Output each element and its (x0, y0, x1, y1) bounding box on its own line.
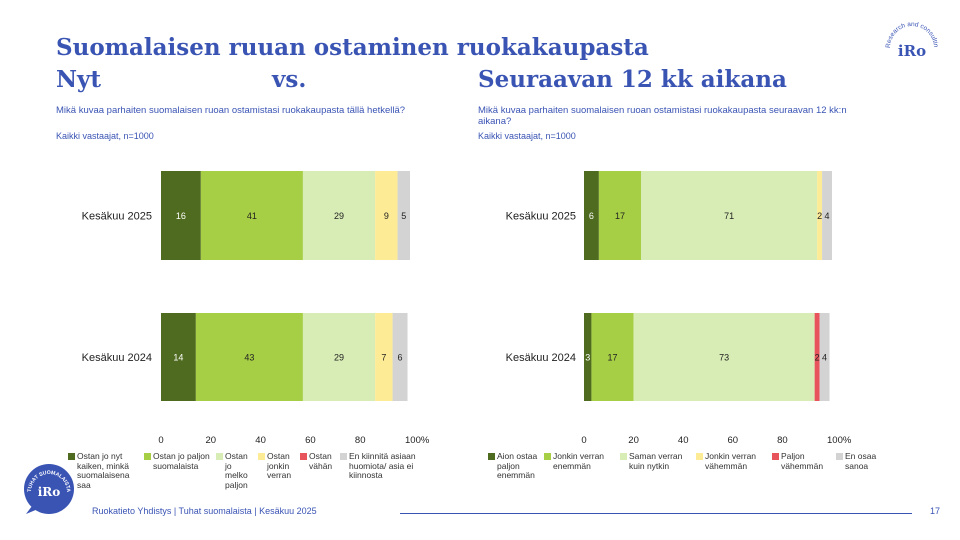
data-label: 4 (822, 353, 827, 363)
legend-swatch (300, 453, 307, 460)
right-chart-legend: Aion ostaa paljon enemmän Jonkin verran e… (488, 451, 908, 488)
bar-segment (302, 313, 376, 401)
legend-swatch (488, 453, 495, 460)
bar-segment (598, 171, 642, 260)
footer-source: Ruokatieto Yhdistys | Tuhat suomalaista … (92, 506, 317, 516)
data-label: 29 (334, 211, 344, 221)
bar-segment (302, 171, 376, 260)
tuhat-suomalaista-badge: TUHAT SUOMALAISTA iRo (24, 464, 74, 514)
bar-segment (584, 171, 599, 260)
data-label: 71 (724, 211, 734, 221)
title-now: Nyt (56, 66, 102, 93)
bar-segment (822, 171, 832, 260)
legend-swatch (68, 453, 75, 460)
legend-swatch (620, 453, 627, 460)
data-label: 2 (815, 353, 820, 363)
x-tick-label: 100% (405, 435, 430, 446)
left-chart-question: Mikä kuvaa parhaiten suomalaisen ruoan o… (56, 105, 406, 116)
bar-segment (633, 313, 815, 401)
iro-logo: Research and consulting iRo (880, 12, 939, 60)
left-chart-base: Kaikki vastaajat, n=1000 (56, 131, 154, 141)
page-number: 17 (930, 506, 941, 516)
badge-brand-text: iRo (38, 485, 61, 499)
data-label: 3 (585, 353, 590, 363)
x-tick-label: 40 (678, 435, 689, 446)
legend-label: Saman verran kuin nytkin (629, 451, 683, 471)
x-tick-label: 0 (158, 435, 163, 446)
legend-label: Jonkin verran vähemmän (705, 451, 757, 471)
data-label: 73 (719, 353, 729, 363)
x-tick-label: 60 (305, 435, 316, 446)
data-label: 14 (173, 353, 183, 363)
x-tick-label: 20 (628, 435, 639, 446)
legend-swatch (340, 453, 347, 460)
bar-segment (161, 313, 196, 401)
bar-segment (375, 313, 393, 401)
legend-label: Jonkin verran enemmän (553, 451, 605, 471)
legend-label: En kiinnitä asiaan huomiota/ asia ei kii… (349, 451, 416, 480)
bar-segment (641, 171, 818, 260)
bar-segment (200, 171, 303, 260)
data-label: 29 (334, 353, 344, 363)
x-tick-label: 40 (255, 435, 266, 446)
logo-brand-text: iRo (898, 42, 926, 60)
footer-divider (400, 513, 912, 514)
data-label: 9 (384, 211, 389, 221)
legend-label: Ostan jo melko paljon (225, 451, 248, 490)
legend-swatch (544, 453, 551, 460)
right-chart-base: Kaikki vastaajat, n=1000 (478, 131, 576, 141)
bar-segment (375, 171, 398, 260)
bar-segment (591, 313, 634, 401)
legend-swatch (836, 453, 843, 460)
data-label: 7 (381, 353, 386, 363)
title-vs: vs. (272, 66, 307, 93)
page-title: Suomalaisen ruuan ostaminen ruokakaupast… (56, 34, 649, 61)
right-chart-question: Mikä kuvaa parhaiten suomalaisen ruoan o… (478, 105, 847, 127)
legend-label: Ostan jo nyt kaiken, minkä suomalaisena … (77, 451, 130, 490)
bar-segment (392, 313, 408, 401)
bar-segment (817, 171, 823, 260)
x-tick-label: 100% (827, 435, 852, 446)
legend-label: En osaa sanoa (845, 451, 877, 471)
data-label: 4 (825, 211, 830, 221)
x-tick-label: 80 (355, 435, 366, 446)
legend-swatch (696, 453, 703, 460)
data-label: 2 (817, 211, 822, 221)
legend-swatch (216, 453, 223, 460)
legend-label: Ostan jo paljon suomalaista (153, 451, 210, 471)
data-label: 5 (401, 211, 406, 221)
left-chart-legend: Ostan jo nyt kaiken, minkä suomalaisena … (68, 451, 468, 490)
bar-segment (397, 171, 410, 260)
legend-label: Ostan vähän (309, 451, 333, 471)
x-tick-label: 20 (206, 435, 217, 446)
data-label: 17 (608, 353, 618, 363)
data-label: 41 (247, 211, 257, 221)
data-label: 6 (398, 353, 403, 363)
bar-segment (819, 313, 830, 401)
data-label: 16 (176, 211, 186, 221)
category-label: Kesäkuu 2025 (506, 211, 576, 223)
data-label: 6 (589, 211, 594, 221)
data-label: 43 (244, 353, 254, 363)
legend-label: Aion ostaa paljon enemmän (497, 451, 538, 480)
category-label: Kesäkuu 2024 (506, 352, 576, 364)
x-tick-label: 80 (777, 435, 788, 446)
bar-segment (814, 313, 820, 401)
x-tick-label: 0 (581, 435, 586, 446)
category-label: Kesäkuu 2025 (82, 211, 152, 223)
legend-swatch (258, 453, 265, 460)
title-next-12-months: Seuraavan 12 kk aikana (478, 66, 787, 93)
legend-label: Ostan jonkin verran (267, 451, 292, 480)
legend-swatch (772, 453, 779, 460)
x-tick-label: 60 (728, 435, 739, 446)
bar-segment (195, 313, 303, 401)
bar-segment (584, 313, 592, 401)
bar-segment (161, 171, 201, 260)
legend-label: Paljon vähemmän (781, 451, 824, 471)
category-label: Kesäkuu 2024 (82, 352, 152, 364)
data-label: 17 (615, 211, 625, 221)
legend-swatch (144, 453, 151, 460)
